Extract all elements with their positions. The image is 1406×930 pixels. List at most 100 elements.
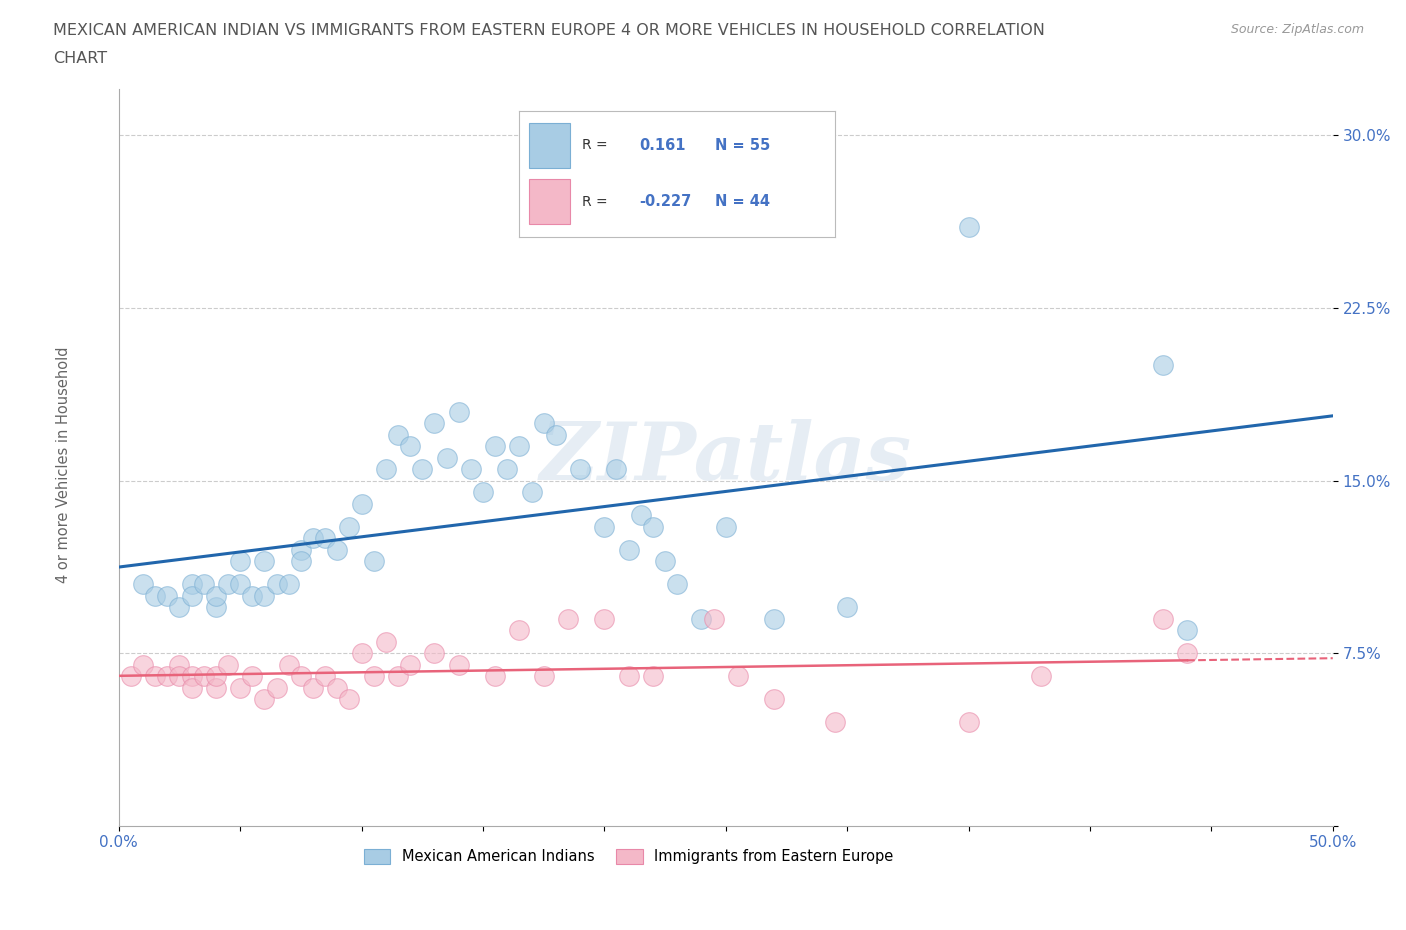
Point [143, 669, 166, 684]
Point [837, 600, 859, 615]
Point [169, 669, 191, 684]
Point [350, 496, 373, 511]
Point [763, 692, 786, 707]
Point [641, 519, 664, 534]
Point [569, 461, 592, 476]
Point [229, 577, 252, 591]
Point [484, 669, 506, 684]
Point [277, 658, 299, 672]
Point [1031, 669, 1053, 684]
Point [132, 577, 155, 591]
Point [423, 416, 446, 431]
Point [156, 588, 179, 603]
Point [399, 439, 422, 454]
Point [314, 669, 336, 684]
Point [193, 669, 215, 684]
Point [205, 680, 228, 695]
Point [205, 600, 228, 615]
Point [447, 658, 470, 672]
Point [363, 553, 385, 568]
Point [217, 577, 239, 591]
Point [387, 669, 409, 684]
Text: Source: ZipAtlas.com: Source: ZipAtlas.com [1230, 23, 1364, 36]
Point [374, 634, 396, 649]
Point [205, 669, 228, 684]
Point [132, 658, 155, 672]
Point [350, 645, 373, 660]
Point [508, 623, 530, 638]
Point [1175, 623, 1198, 638]
Point [1175, 645, 1198, 660]
Point [339, 519, 361, 534]
Point [169, 658, 191, 672]
Point [593, 519, 616, 534]
Point [460, 461, 482, 476]
Point [605, 461, 627, 476]
Point [593, 611, 616, 626]
Point [690, 611, 713, 626]
Point [824, 714, 846, 729]
Point [143, 588, 166, 603]
Point [326, 542, 349, 557]
Point [714, 519, 737, 534]
Point [703, 611, 725, 626]
Point [180, 577, 202, 591]
Point [374, 461, 396, 476]
Point [654, 553, 676, 568]
Point [387, 427, 409, 442]
Point [266, 577, 288, 591]
Point [411, 461, 433, 476]
Text: 4 or more Vehicles in Household: 4 or more Vehicles in Household [56, 347, 70, 583]
Legend: Mexican American Indians, Immigrants from Eastern Europe: Mexican American Indians, Immigrants fro… [359, 843, 900, 870]
Point [266, 680, 288, 695]
Point [290, 542, 312, 557]
Point [314, 531, 336, 546]
Point [399, 658, 422, 672]
Point [180, 669, 202, 684]
Point [520, 485, 543, 499]
Text: ZIPatlas: ZIPatlas [540, 418, 912, 497]
Point [617, 542, 640, 557]
Point [533, 669, 555, 684]
Point [193, 577, 215, 591]
Point [957, 220, 980, 235]
Point [447, 404, 470, 418]
Point [630, 508, 652, 523]
Point [302, 531, 325, 546]
Point [496, 461, 519, 476]
Point [727, 669, 749, 684]
Point [544, 427, 567, 442]
Point [169, 600, 191, 615]
Text: MEXICAN AMERICAN INDIAN VS IMMIGRANTS FROM EASTERN EUROPE 4 OR MORE VEHICLES IN : MEXICAN AMERICAN INDIAN VS IMMIGRANTS FR… [53, 23, 1045, 38]
Point [423, 645, 446, 660]
Point [180, 588, 202, 603]
Point [229, 553, 252, 568]
Point [533, 416, 555, 431]
Point [1152, 358, 1174, 373]
Point [957, 714, 980, 729]
Point [557, 611, 579, 626]
Point [617, 669, 640, 684]
Point [205, 588, 228, 603]
Point [180, 680, 202, 695]
Point [217, 658, 239, 672]
Point [290, 553, 312, 568]
Point [277, 577, 299, 591]
Point [156, 669, 179, 684]
Point [290, 669, 312, 684]
Text: CHART: CHART [53, 51, 107, 66]
Point [436, 450, 458, 465]
Point [763, 611, 786, 626]
Point [484, 439, 506, 454]
Point [253, 588, 276, 603]
Point [339, 692, 361, 707]
Point [229, 680, 252, 695]
Point [240, 669, 263, 684]
Point [326, 680, 349, 695]
Point [471, 485, 494, 499]
Point [363, 669, 385, 684]
Point [240, 588, 263, 603]
Point [666, 577, 689, 591]
Point [302, 680, 325, 695]
Point [120, 669, 142, 684]
